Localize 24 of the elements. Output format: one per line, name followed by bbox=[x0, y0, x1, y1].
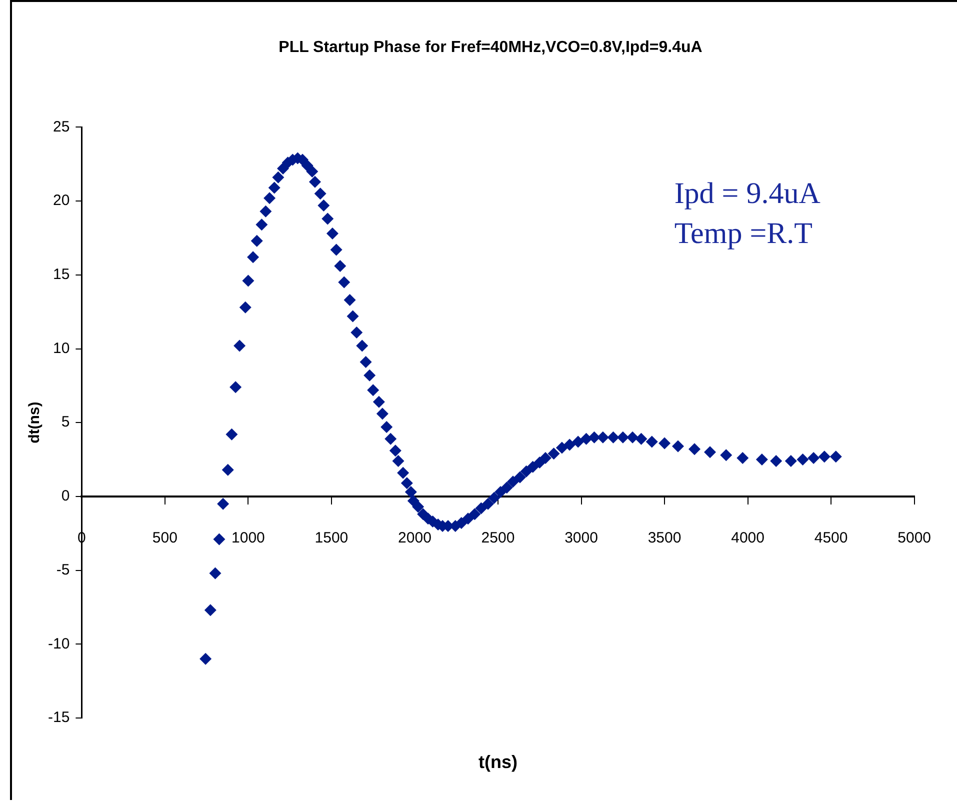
x-axis-title: t(ns) bbox=[478, 752, 518, 772]
annotation: Temp =R.T bbox=[674, 217, 812, 250]
annotation: Ipd = 9.4uA bbox=[674, 177, 821, 210]
y-tick-label: 25 bbox=[52, 118, 70, 136]
x-tick-label: 1500 bbox=[314, 530, 348, 547]
y-tick-label: 10 bbox=[52, 340, 70, 357]
y-tick-label: -10 bbox=[48, 635, 70, 652]
y-tick-label: 5 bbox=[61, 414, 70, 431]
chart-title: PLL Startup Phase for Fref=40MHz,VCO=0.8V,Ipd=9.4uA bbox=[278, 39, 703, 56]
x-tick-label: 5000 bbox=[898, 530, 932, 547]
x-tick-label: 2000 bbox=[398, 530, 432, 547]
x-tick-label: 4500 bbox=[814, 530, 848, 547]
y-tick-label: -15 bbox=[48, 709, 70, 726]
x-tick-label: 3000 bbox=[564, 530, 598, 547]
x-tick-label: 500 bbox=[152, 530, 178, 547]
y-tick-label: 20 bbox=[52, 192, 70, 210]
x-tick-label: 1000 bbox=[232, 530, 265, 547]
y-tick-label: 0 bbox=[61, 488, 70, 505]
x-tick-label: 2500 bbox=[481, 530, 515, 547]
x-tick-label: 3500 bbox=[648, 530, 682, 547]
y-tick-label: 15 bbox=[52, 266, 70, 284]
y-tick-label: -5 bbox=[56, 561, 70, 578]
y-axis-title: dt(ns) bbox=[26, 402, 44, 444]
x-tick-label: 4000 bbox=[731, 530, 764, 547]
